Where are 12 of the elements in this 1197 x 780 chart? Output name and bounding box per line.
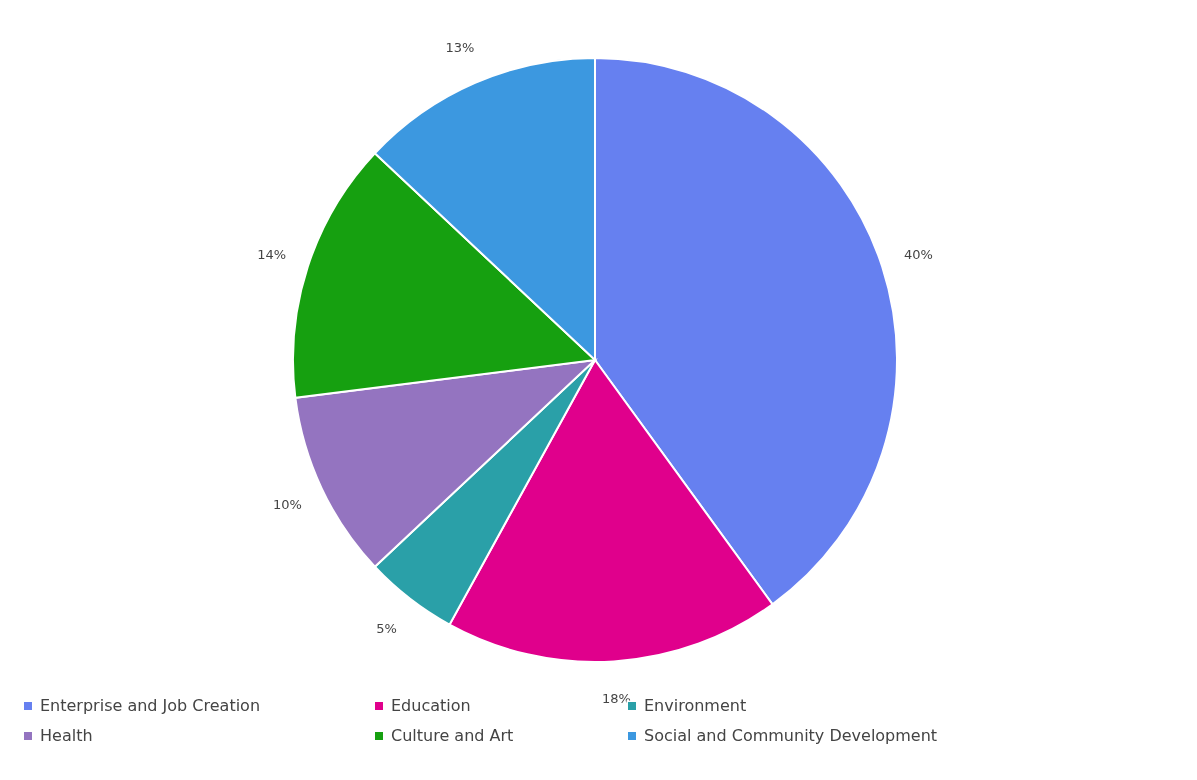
legend-label: Culture and Art <box>391 726 514 745</box>
legend-label: Social and Community Development <box>644 726 938 745</box>
data-label: 40% <box>903 246 933 262</box>
legend-label: Health <box>40 726 93 745</box>
legend-label: Environment <box>644 696 747 715</box>
data-label: 18% <box>601 691 631 707</box>
legend-label: Education <box>391 696 471 715</box>
data-label: 13% <box>445 39 475 55</box>
data-label: 10% <box>272 496 302 512</box>
legend-label: Enterprise and Job Creation <box>40 696 261 715</box>
data-label: 5% <box>376 620 397 636</box>
data-label: 14% <box>257 246 287 262</box>
